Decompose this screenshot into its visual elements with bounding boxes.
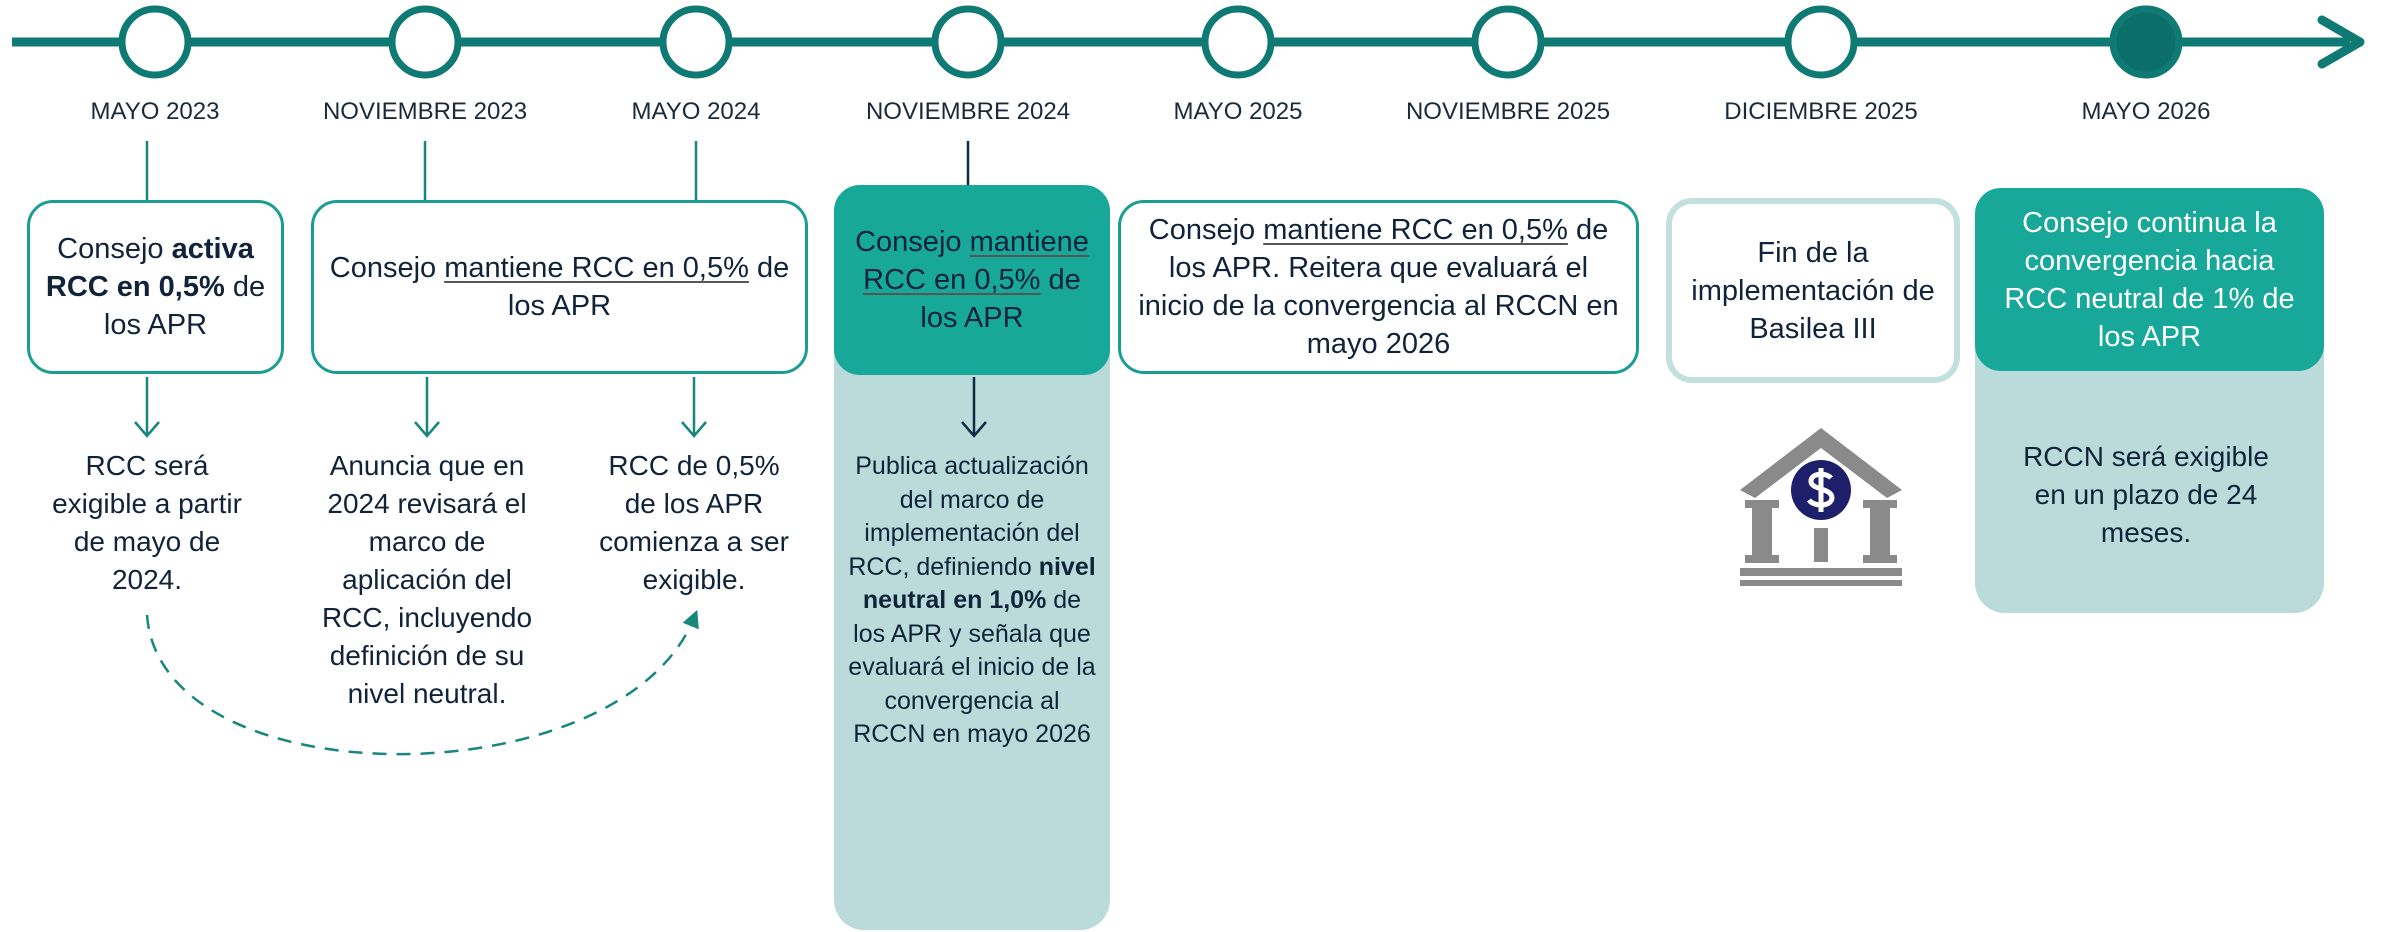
milestone-dot bbox=[118, 5, 192, 79]
bold-text: nivel neutral en 1,0% bbox=[862, 552, 1096, 615]
event-note: Anuncia que en 2024 revisará el marco de… bbox=[307, 447, 547, 713]
underline-text: mantiene RCC en 0,5% bbox=[1263, 214, 1568, 246]
bank-icon bbox=[1740, 428, 1902, 586]
milestone-date: NOVIEMBRE 2024 bbox=[865, 98, 1071, 125]
milestone-date: NOVIEMBRE 2025 bbox=[1405, 98, 1611, 125]
timeline-arrowhead bbox=[2317, 15, 2365, 69]
text: de los APR bbox=[920, 264, 1081, 334]
box-text: Consejo activa RCC en 0,5% de los APR bbox=[44, 230, 267, 344]
text: RCC de 0,5% de los APR comienza a ser ex… bbox=[599, 450, 789, 595]
event-note: RCC de 0,5% de los APR comienza a ser ex… bbox=[599, 447, 789, 599]
text: de los APR. Reitera que evaluará el inic… bbox=[1138, 214, 1619, 360]
text: RCC será exigible a partir de mayo de 20… bbox=[52, 450, 242, 595]
milestone-date: NOVIEMBRE 2023 bbox=[322, 98, 528, 125]
milestone-date: MAYO 2023 bbox=[90, 98, 220, 125]
underline-text: mantiene RCC en 0,5% bbox=[444, 252, 749, 284]
milestone-date: MAYO 2024 bbox=[631, 98, 761, 125]
milestone-dot bbox=[1201, 5, 1275, 79]
milestone-dot bbox=[2109, 5, 2183, 79]
text: Consejo bbox=[855, 226, 970, 258]
event-note: Publica actualización del marco de imple… bbox=[847, 450, 1097, 752]
milestone-dot bbox=[659, 5, 733, 79]
box-text: Fin de la implementación de Basilea III bbox=[1686, 234, 1940, 348]
text: Consejo bbox=[329, 252, 445, 284]
event-note: RCC será exigible a partir de mayo de 20… bbox=[37, 447, 257, 599]
event-box: Consejo activa RCC en 0,5% de los APR bbox=[27, 200, 284, 374]
event-box: Consejo continua la convergencia hacia R… bbox=[1975, 188, 2324, 371]
text: Publica actualización del marco de imple… bbox=[848, 452, 1089, 581]
text: Fin de la implementación de Basilea III bbox=[1691, 236, 1935, 345]
event-box: Consejo mantiene RCC en 0,5% de los APR.… bbox=[1118, 200, 1639, 374]
milestone-date: DICIEMBRE 2025 bbox=[1724, 98, 1918, 125]
box-text: Consejo continua la convergencia hacia R… bbox=[1992, 204, 2307, 356]
box-text: Consejo mantiene RCC en 0,5% de los APR.… bbox=[1135, 211, 1622, 363]
milestone-date: MAYO 2025 bbox=[1173, 98, 1303, 125]
milestone-dot bbox=[931, 5, 1005, 79]
connectors bbox=[134, 141, 987, 756]
milestone-dot bbox=[388, 5, 462, 79]
text: RCCN será exigible en un plazo de 24 mes… bbox=[2023, 441, 2269, 548]
milestone-dot bbox=[1784, 5, 1858, 79]
milestone-date: MAYO 2026 bbox=[2081, 98, 2211, 125]
text: Consejo bbox=[57, 233, 172, 265]
text: Anuncia que en 2024 revisará el marco de… bbox=[321, 450, 533, 709]
text: de los APR y señala que evaluará el inic… bbox=[848, 586, 1096, 748]
event-box: Consejo mantiene RCC en 0,5% de los APR bbox=[834, 185, 1110, 375]
box-text: Consejo mantiene RCC en 0,5% de los APR bbox=[851, 223, 1093, 337]
text: de los APR bbox=[103, 271, 266, 341]
text: Consejo bbox=[1148, 214, 1264, 246]
text: Consejo continua la convergencia hacia R… bbox=[2004, 206, 2295, 353]
underline-text: mantiene RCC en 0,5% bbox=[863, 226, 1089, 296]
bold-text: activa RCC en 0,5% bbox=[45, 233, 254, 303]
event-box: Consejo mantiene RCC en 0,5% de los APR bbox=[311, 200, 808, 374]
box-text: Consejo mantiene RCC en 0,5% de los APR bbox=[328, 249, 791, 325]
text: de los APR bbox=[507, 252, 790, 322]
event-note: RCCN será exigible en un plazo de 24 mes… bbox=[2011, 438, 2281, 552]
event-box: Fin de la implementación de Basilea III bbox=[1666, 198, 1960, 383]
milestone-dot bbox=[1471, 5, 1545, 79]
